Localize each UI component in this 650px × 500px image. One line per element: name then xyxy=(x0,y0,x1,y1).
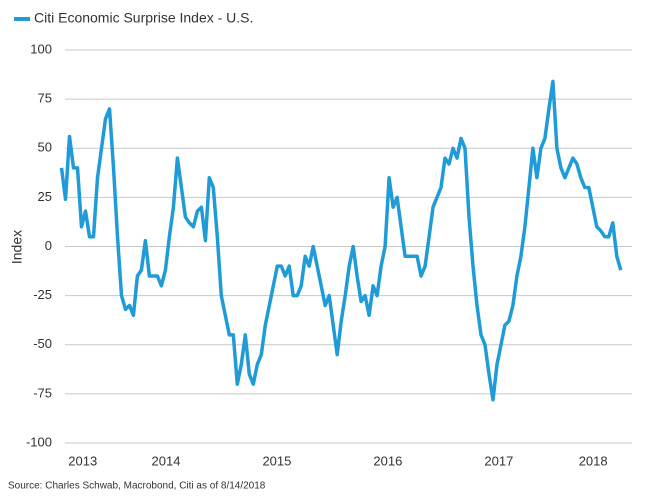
y-tick-label: -50 xyxy=(33,336,52,351)
x-tick-label: 2018 xyxy=(579,453,608,468)
y-tick-label: 25 xyxy=(38,189,52,204)
x-tick-label: 2013 xyxy=(68,453,97,468)
source-note: Source: Charles Schwab, Macrobond, Citi … xyxy=(8,481,266,492)
data-line xyxy=(59,79,623,402)
x-tick-label: 2015 xyxy=(262,453,291,468)
y-tick-label: 50 xyxy=(38,140,52,155)
y-tick-label: 75 xyxy=(38,91,52,106)
y-tick-label: -25 xyxy=(33,287,52,302)
y-tick-label: -100 xyxy=(26,434,52,449)
y-tick-label: -75 xyxy=(33,385,52,400)
x-tick-label: 2014 xyxy=(152,453,181,468)
y-tick-label: 100 xyxy=(30,41,52,56)
y-axis-label: Index xyxy=(9,230,25,264)
x-tick-label: 2017 xyxy=(484,453,513,468)
y-tick-label: 0 xyxy=(45,238,52,253)
x-tick-label: 2016 xyxy=(373,453,402,468)
legend-label: Citi Economic Surprise Index - U.S. xyxy=(34,10,253,26)
